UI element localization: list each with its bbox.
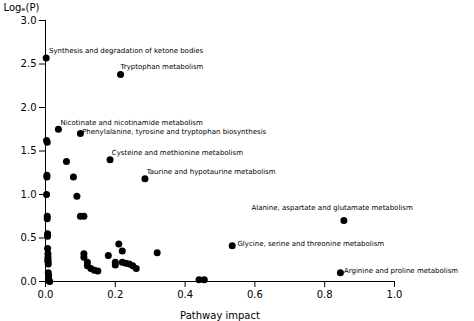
svg-text:Tryptophan metabolism: Tryptophan metabolism [120,63,204,71]
svg-text:Phenylalanine, tyrosine and tr: Phenylalanine, tyrosine and tryptophan b… [82,128,266,136]
svg-text:3.0: 3.0 [21,15,37,26]
svg-text:1.0: 1.0 [387,289,403,300]
svg-text:0.2: 0.2 [107,289,123,300]
svg-text:0.8: 0.8 [317,289,333,300]
svg-text:0.5: 0.5 [21,232,37,243]
svg-text:0.6: 0.6 [247,289,263,300]
svg-text:Arginine and proline metabolis: Arginine and proline metabolism [344,267,458,275]
svg-text:0.4: 0.4 [177,289,193,300]
svg-text:Pathway impact: Pathway impact [180,310,260,321]
svg-text:Taurine and hypotaurine metabo: Taurine and hypotaurine metabolism [146,168,276,176]
svg-text:2.5: 2.5 [21,58,37,69]
svg-text:Logₑ(P): Logₑ(P) [4,2,40,13]
svg-text:Alanine, aspartate and glutama: Alanine, aspartate and glutamate metabol… [251,204,413,212]
svg-text:0.0: 0.0 [38,289,54,300]
svg-text:Glycine, serine and threonine: Glycine, serine and threonine metabolism [237,240,384,248]
svg-text:1.5: 1.5 [21,145,37,156]
svg-text:Nicotinate and nicotinamide me: Nicotinate and nicotinamide metabolism [61,119,203,127]
svg-text:0.0: 0.0 [21,276,37,287]
svg-text:Synthesis and degradation of k: Synthesis and degradation of ketone bodi… [49,47,204,55]
svg-text:1.0: 1.0 [21,189,37,200]
svg-text:Cysteine and methionine metabo: Cysteine and methionine metabolism [112,149,243,157]
svg-text:2.0: 2.0 [21,102,37,113]
